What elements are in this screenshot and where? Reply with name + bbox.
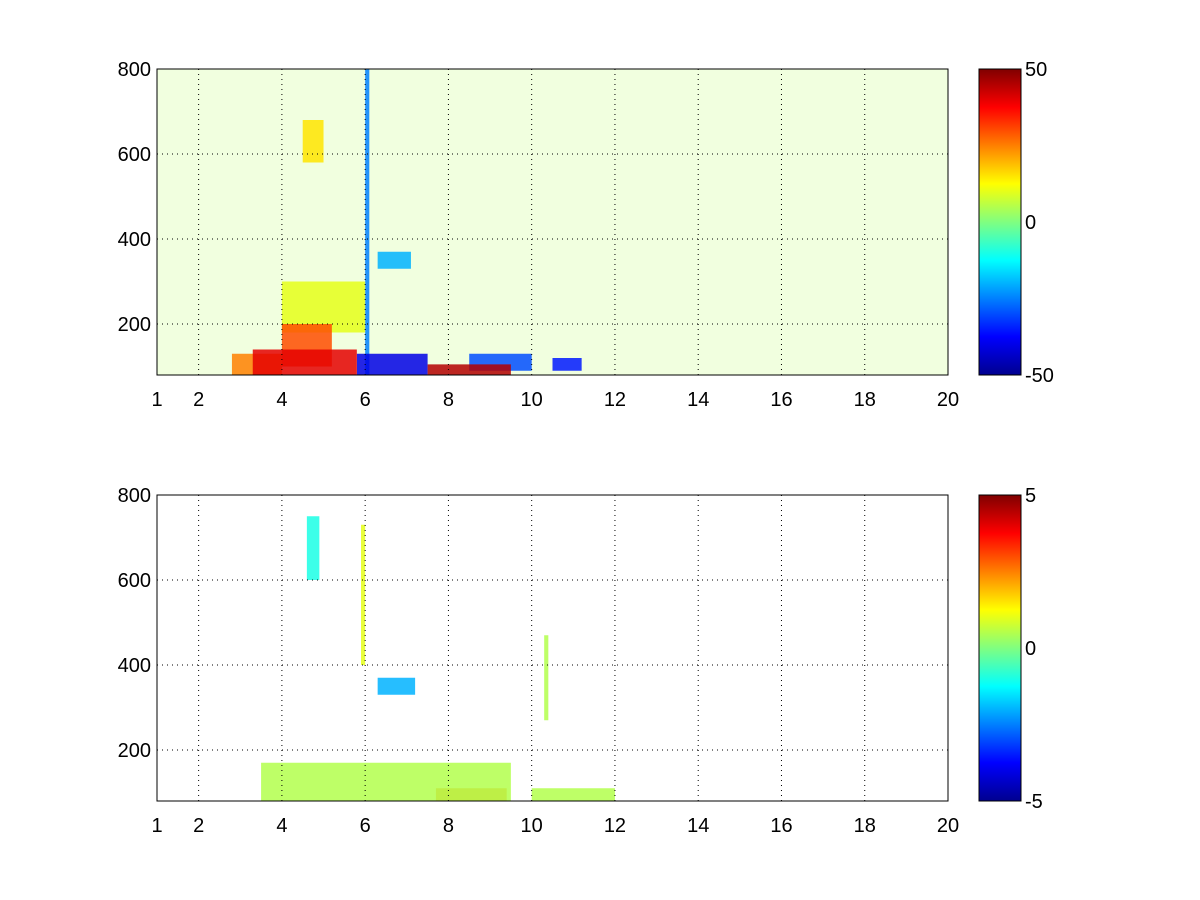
x-tick-label: 8	[443, 389, 454, 411]
x-tick-label: 10	[521, 815, 543, 837]
y-tick-label: 800	[118, 485, 151, 507]
x-tick-label: 4	[276, 389, 287, 411]
colorbar-tick-labels: -50 0 50	[1025, 59, 1054, 387]
colorbar-tick-labels: -5 0 5	[1025, 485, 1043, 813]
x-tick-label: 1	[151, 389, 162, 411]
colorbar-tick-label: -5	[1025, 791, 1043, 813]
heatmap-cell	[365, 69, 370, 375]
y-tick-label: 400	[118, 655, 151, 677]
heatmap-cells	[261, 516, 615, 801]
y-tick-label: 600	[118, 570, 151, 592]
x-tick-label: 20	[937, 815, 959, 837]
y-tick-label: 600	[118, 144, 151, 166]
x-tick-label: 8	[443, 815, 454, 837]
heatmap-cell	[302, 120, 324, 163]
x-tick-label: 10	[521, 389, 543, 411]
x-tick-label: 20	[937, 389, 959, 411]
x-tick-label: 1	[151, 815, 162, 837]
x-tick-label: 14	[687, 815, 709, 837]
grid-lines	[157, 495, 948, 801]
heatmap-cell	[261, 762, 511, 801]
y-tick-label: 200	[118, 314, 151, 336]
x-tick-labels: 1 2 4 6 8 10 12 14 16 18 20	[151, 815, 959, 837]
heatmap-cell	[356, 353, 428, 375]
plot-frame	[156, 494, 949, 802]
x-tick-labels: 1 2 4 6 8 10 12 14 16 18 20	[151, 389, 959, 411]
colorbar-tick-label: 0	[1025, 212, 1036, 234]
heatmap-cell	[427, 364, 511, 375]
y-tick-label: 400	[118, 229, 151, 251]
heatmap-cells	[157, 69, 948, 375]
colorbar-tick-label: 0	[1025, 638, 1036, 660]
grid-lines	[157, 69, 948, 375]
x-tick-label: 18	[854, 389, 876, 411]
x-tick-label: 12	[604, 815, 626, 837]
colorbar	[978, 68, 1022, 376]
plot-frame	[156, 68, 949, 376]
x-tick-label: 2	[193, 815, 204, 837]
y-tick-label: 200	[118, 740, 151, 762]
heatmap-cell	[360, 524, 366, 665]
colorbar-tick-label: 50	[1025, 59, 1047, 81]
heatmap-cell	[157, 69, 948, 375]
y-tick-label: 800	[118, 59, 151, 81]
x-tick-label: 12	[604, 389, 626, 411]
heatmap-cell	[531, 788, 615, 801]
x-tick-label: 2	[193, 389, 204, 411]
x-tick-label: 18	[854, 815, 876, 837]
x-tick-label: 4	[276, 815, 287, 837]
heatmap-cell	[306, 516, 320, 580]
y-tick-labels: 200 400 600 800	[118, 59, 151, 336]
x-tick-label: 6	[360, 389, 371, 411]
x-tick-label: 16	[770, 815, 792, 837]
colorbar-tick-label: -50	[1025, 365, 1054, 387]
heatmap-cell	[552, 358, 582, 371]
y-tick-labels: 200 400 600 800	[118, 485, 151, 762]
x-tick-label: 16	[770, 389, 792, 411]
heatmap-cell	[544, 635, 549, 721]
heatmap-cell	[377, 251, 411, 269]
x-tick-label: 6	[360, 815, 371, 837]
plot-area	[157, 495, 948, 801]
colorbar-tick-label: 5	[1025, 485, 1036, 507]
heatmap-cell	[252, 349, 357, 375]
x-tick-label: 14	[687, 389, 709, 411]
colorbar	[978, 494, 1022, 802]
heatmap-cell	[377, 677, 416, 695]
